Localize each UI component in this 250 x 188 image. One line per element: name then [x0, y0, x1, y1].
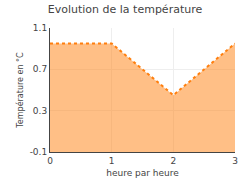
- svg-text:0.3: 0.3: [33, 106, 47, 116]
- svg-text:1.1: 1.1: [33, 23, 47, 33]
- svg-text:heure par heure: heure par heure: [106, 168, 179, 178]
- svg-text:-0.1: -0.1: [30, 147, 48, 157]
- svg-text:Température en °C: Température en °C: [15, 52, 25, 129]
- svg-text:Evolution de la température: Evolution de la température: [48, 3, 203, 16]
- svg-text:1: 1: [109, 156, 115, 166]
- svg-text:2: 2: [170, 156, 176, 166]
- svg-text:0: 0: [47, 156, 53, 166]
- svg-text:3: 3: [232, 156, 238, 166]
- svg-text:0.7: 0.7: [33, 64, 47, 74]
